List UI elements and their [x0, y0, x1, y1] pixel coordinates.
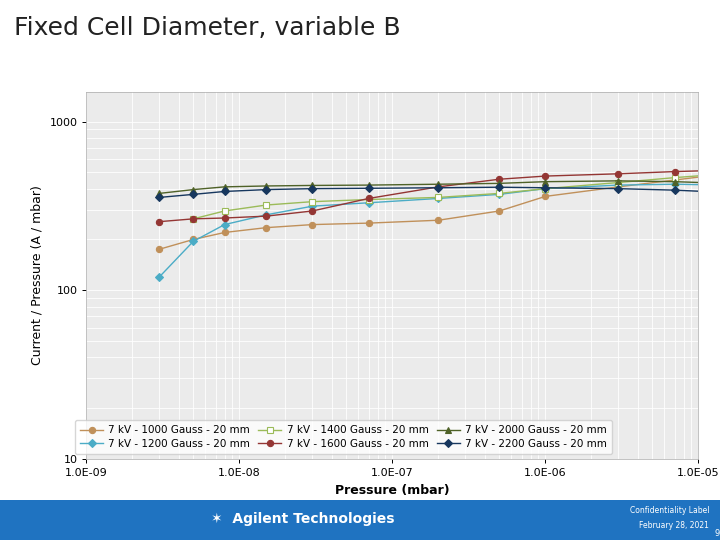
7 kV - 1200 Gauss - 20 mm [189, 238, 198, 245]
7 kV - 2000 Gauss - 20 mm [614, 178, 623, 184]
7 kV - 2200 Gauss - 20 mm [364, 185, 373, 192]
7 kV - 1600 Gauss - 20 mm [155, 218, 163, 225]
7 kV - 1200 Gauss - 20 mm [541, 185, 550, 192]
7 kV - 1400 Gauss - 20 mm [189, 215, 198, 222]
7 kV - 1000 Gauss - 20 mm [189, 236, 198, 242]
7 kV - 1000 Gauss - 20 mm [364, 220, 373, 226]
Line: 7 kV - 1600 Gauss - 20 mm: 7 kV - 1600 Gauss - 20 mm [156, 167, 720, 225]
Text: 9: 9 [714, 529, 719, 538]
7 kV - 2000 Gauss - 20 mm [495, 180, 504, 187]
7 kV - 1400 Gauss - 20 mm [262, 202, 271, 208]
7 kV - 1600 Gauss - 20 mm [220, 215, 229, 221]
Line: 7 kV - 1000 Gauss - 20 mm: 7 kV - 1000 Gauss - 20 mm [156, 171, 720, 252]
7 kV - 2200 Gauss - 20 mm [541, 185, 550, 191]
7 kV - 1000 Gauss - 20 mm [308, 221, 317, 228]
Line: 7 kV - 1200 Gauss - 20 mm: 7 kV - 1200 Gauss - 20 mm [156, 181, 720, 280]
Y-axis label: Current / Pressure (A / mbar): Current / Pressure (A / mbar) [31, 185, 44, 366]
Line: 7 kV - 1400 Gauss - 20 mm: 7 kV - 1400 Gauss - 20 mm [190, 171, 720, 222]
7 kV - 1600 Gauss - 20 mm [434, 184, 443, 190]
7 kV - 1200 Gauss - 20 mm [614, 182, 623, 188]
7 kV - 1000 Gauss - 20 mm [220, 230, 229, 236]
7 kV - 1400 Gauss - 20 mm [614, 179, 623, 186]
7 kV - 2000 Gauss - 20 mm [262, 183, 271, 189]
X-axis label: Pressure (mbar): Pressure (mbar) [335, 484, 450, 497]
7 kV - 1200 Gauss - 20 mm [262, 212, 271, 218]
7 kV - 1400 Gauss - 20 mm [308, 198, 317, 205]
7 kV - 1600 Gauss - 20 mm [541, 173, 550, 179]
7 kV - 1400 Gauss - 20 mm [220, 208, 229, 214]
7 kV - 1600 Gauss - 20 mm [670, 168, 679, 175]
7 kV - 1600 Gauss - 20 mm [364, 195, 373, 201]
7 kV - 1400 Gauss - 20 mm [670, 174, 679, 181]
Line: 7 kV - 2000 Gauss - 20 mm: 7 kV - 2000 Gauss - 20 mm [156, 178, 720, 197]
7 kV - 2200 Gauss - 20 mm [189, 191, 198, 198]
7 kV - 1400 Gauss - 20 mm [364, 196, 373, 202]
7 kV - 1000 Gauss - 20 mm [262, 225, 271, 231]
7 kV - 1200 Gauss - 20 mm [364, 199, 373, 206]
7 kV - 1400 Gauss - 20 mm [541, 185, 550, 192]
7 kV - 2000 Gauss - 20 mm [364, 182, 373, 188]
Text: Fixed Cell Diameter, variable B: Fixed Cell Diameter, variable B [14, 16, 401, 40]
7 kV - 2000 Gauss - 20 mm [670, 178, 679, 185]
7 kV - 1600 Gauss - 20 mm [189, 215, 198, 222]
7 kV - 2200 Gauss - 20 mm [614, 185, 623, 192]
Text: ✶  Agilent Technologies: ✶ Agilent Technologies [211, 512, 394, 526]
7 kV - 1200 Gauss - 20 mm [308, 203, 317, 210]
7 kV - 2200 Gauss - 20 mm [220, 188, 229, 195]
7 kV - 1000 Gauss - 20 mm [614, 184, 623, 190]
Line: 7 kV - 2200 Gauss - 20 mm: 7 kV - 2200 Gauss - 20 mm [156, 184, 720, 200]
7 kV - 1400 Gauss - 20 mm [495, 190, 504, 197]
7 kV - 2200 Gauss - 20 mm [155, 194, 163, 201]
7 kV - 2200 Gauss - 20 mm [434, 185, 443, 191]
7 kV - 1000 Gauss - 20 mm [434, 217, 443, 224]
7 kV - 1400 Gauss - 20 mm [434, 194, 443, 201]
Text: February 28, 2021: February 28, 2021 [639, 521, 709, 530]
Text: Confidentiality Label: Confidentiality Label [630, 507, 709, 515]
7 kV - 1600 Gauss - 20 mm [495, 176, 504, 183]
7 kV - 1600 Gauss - 20 mm [308, 208, 317, 214]
7 kV - 1200 Gauss - 20 mm [155, 274, 163, 280]
7 kV - 2000 Gauss - 20 mm [220, 184, 229, 190]
7 kV - 1200 Gauss - 20 mm [434, 195, 443, 201]
7 kV - 1000 Gauss - 20 mm [541, 193, 550, 200]
7 kV - 1600 Gauss - 20 mm [614, 171, 623, 177]
7 kV - 1000 Gauss - 20 mm [155, 246, 163, 253]
7 kV - 2000 Gauss - 20 mm [308, 182, 317, 188]
7 kV - 1600 Gauss - 20 mm [262, 213, 271, 219]
7 kV - 1200 Gauss - 20 mm [220, 221, 229, 228]
7 kV - 2200 Gauss - 20 mm [670, 187, 679, 193]
7 kV - 1000 Gauss - 20 mm [670, 177, 679, 183]
7 kV - 2000 Gauss - 20 mm [541, 178, 550, 185]
7 kV - 1200 Gauss - 20 mm [670, 181, 679, 187]
7 kV - 2200 Gauss - 20 mm [262, 186, 271, 193]
7 kV - 2000 Gauss - 20 mm [189, 186, 198, 193]
Legend: 7 kV - 1000 Gauss - 20 mm, 7 kV - 1200 Gauss - 20 mm, 7 kV - 1400 Gauss - 20 mm,: 7 kV - 1000 Gauss - 20 mm, 7 kV - 1200 G… [75, 420, 612, 454]
7 kV - 2200 Gauss - 20 mm [308, 185, 317, 192]
7 kV - 2200 Gauss - 20 mm [495, 184, 504, 191]
7 kV - 2000 Gauss - 20 mm [434, 181, 443, 187]
7 kV - 1200 Gauss - 20 mm [495, 191, 504, 198]
7 kV - 1000 Gauss - 20 mm [495, 208, 504, 214]
7 kV - 2000 Gauss - 20 mm [155, 190, 163, 197]
